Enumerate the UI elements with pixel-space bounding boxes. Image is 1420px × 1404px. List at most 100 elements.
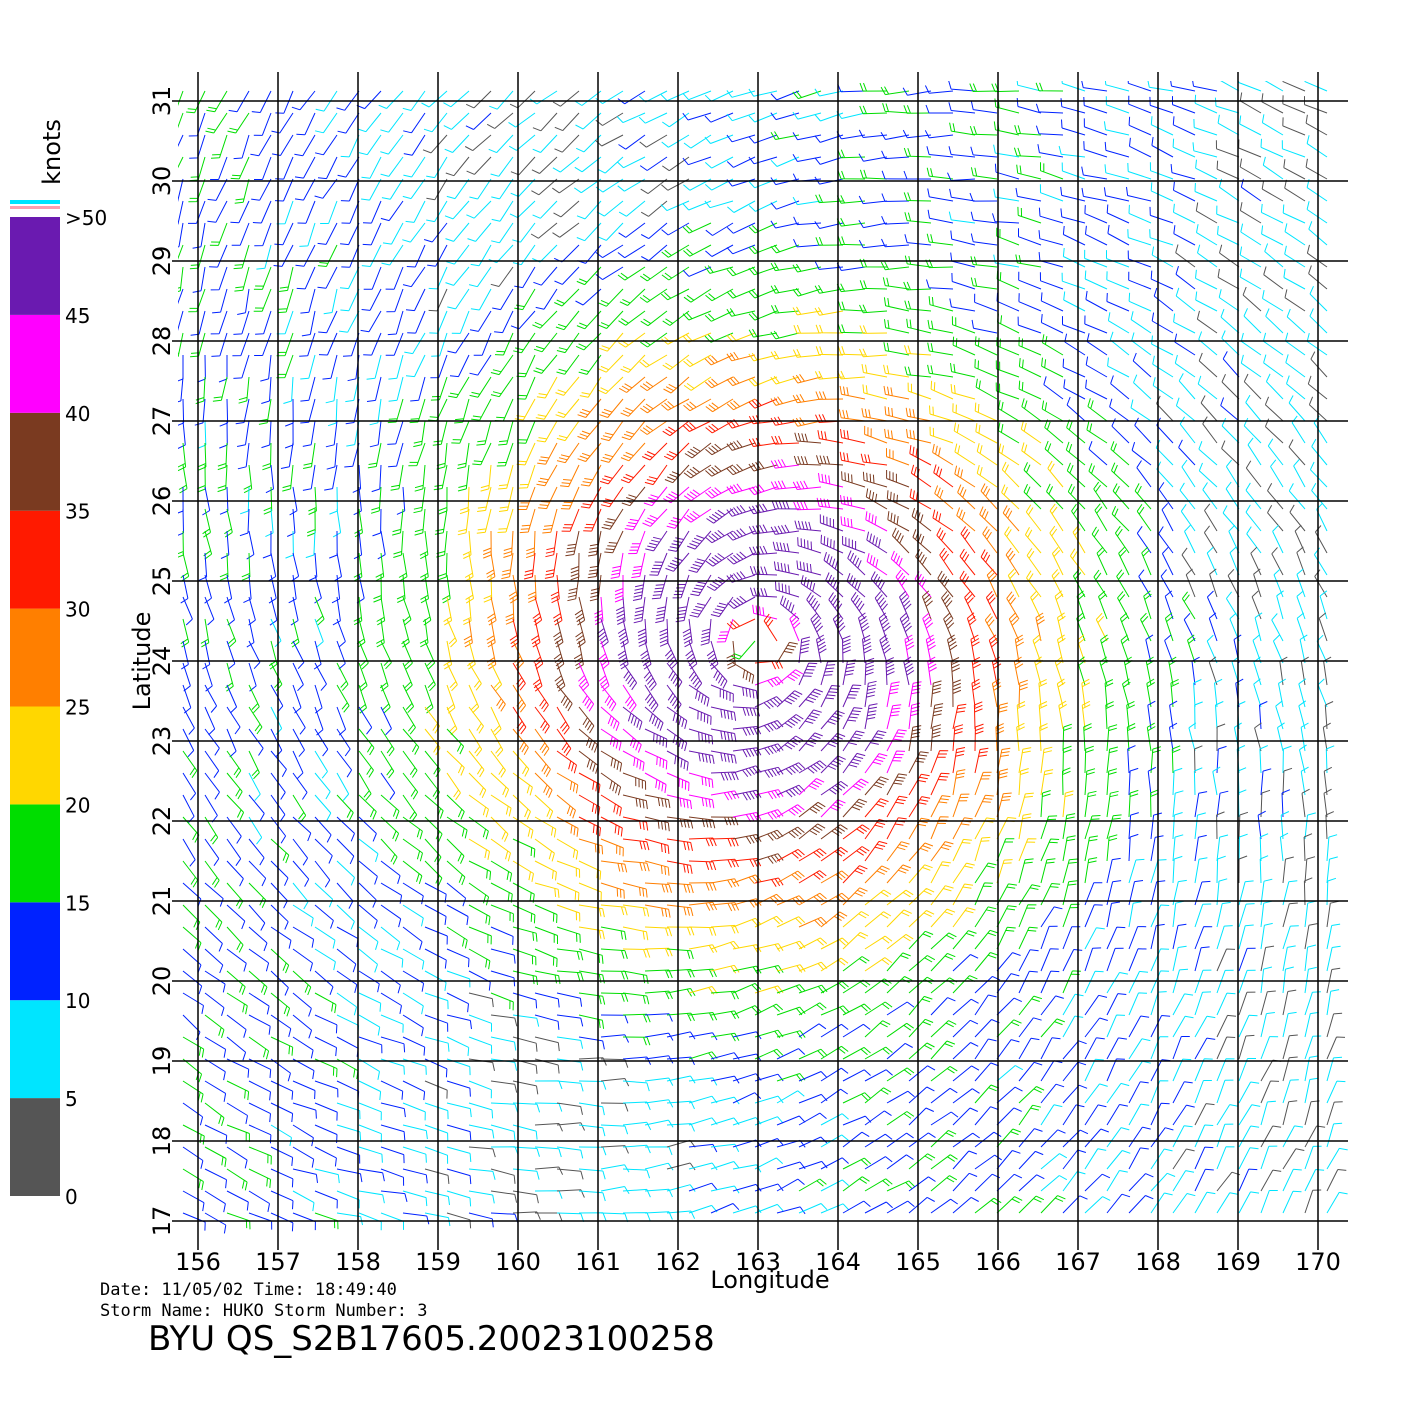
wind-barb bbox=[748, 310, 778, 321]
wind-barb bbox=[409, 398, 426, 424]
wind-barb bbox=[864, 753, 888, 774]
wind-barb bbox=[207, 200, 228, 223]
wind-barb bbox=[1273, 568, 1284, 598]
wind-barb bbox=[929, 426, 954, 444]
wind-barb bbox=[226, 1036, 247, 1061]
wind-barb bbox=[666, 684, 682, 712]
colorbar-tick-label: 10 bbox=[65, 989, 90, 1013]
wind-barb bbox=[1296, 568, 1306, 598]
wind-barb bbox=[599, 464, 624, 485]
wind-barb bbox=[908, 702, 921, 730]
wind-barb bbox=[864, 1069, 893, 1082]
wind-barb bbox=[951, 272, 976, 290]
wind-barb bbox=[1106, 926, 1126, 950]
wind-barb bbox=[600, 1078, 630, 1087]
wind-barb bbox=[380, 640, 392, 670]
wind-barb bbox=[473, 332, 492, 356]
wind-barb bbox=[667, 530, 690, 552]
wind-barb bbox=[407, 310, 426, 334]
wind-barb bbox=[555, 310, 580, 331]
wind-barb bbox=[1264, 396, 1284, 422]
wind-barb bbox=[402, 640, 413, 670]
x-tick-label: 168 bbox=[1135, 1248, 1181, 1276]
wind-barb bbox=[754, 1203, 784, 1214]
wind-barb bbox=[291, 552, 300, 582]
wind-barb bbox=[498, 420, 514, 446]
wind-barb bbox=[248, 1124, 272, 1144]
wind-barb bbox=[776, 641, 798, 664]
wind-barb bbox=[1304, 991, 1321, 1016]
wind-barb bbox=[666, 926, 695, 936]
wind-barb bbox=[273, 244, 294, 267]
wind-barb bbox=[490, 354, 514, 376]
wind-barb bbox=[1314, 525, 1328, 554]
wind-barb bbox=[666, 838, 693, 852]
colorbar-tick-label: 0 bbox=[65, 1185, 78, 1209]
wind-barb bbox=[1238, 991, 1256, 1016]
wind-barb bbox=[622, 684, 637, 713]
wind-barb bbox=[1149, 229, 1174, 246]
wind-barb bbox=[542, 508, 558, 534]
wind-barb bbox=[468, 926, 492, 945]
wind-barb bbox=[577, 420, 602, 440]
wind-barb bbox=[810, 612, 824, 642]
wind-barb bbox=[438, 552, 448, 581]
wind-barb bbox=[1040, 925, 1058, 950]
wind-barb bbox=[340, 178, 360, 202]
wind-barb bbox=[1018, 1128, 1043, 1148]
wind-barb bbox=[842, 752, 866, 774]
wind-barb bbox=[903, 656, 915, 686]
wind-barb bbox=[996, 1128, 1021, 1148]
wind-barb bbox=[1060, 186, 1086, 202]
wind-barb bbox=[178, 156, 184, 169]
wind-barb bbox=[1151, 136, 1174, 158]
wind-barb bbox=[1041, 334, 1064, 356]
wind-barb bbox=[483, 574, 493, 603]
wind-barb bbox=[204, 596, 215, 626]
wind-barb bbox=[956, 507, 976, 532]
wind-barb bbox=[1084, 745, 1094, 774]
wind-barb bbox=[445, 222, 470, 242]
wind-barb bbox=[1305, 158, 1328, 180]
wind-barb bbox=[823, 551, 844, 576]
wind-barb bbox=[1025, 504, 1042, 532]
wind-barb bbox=[419, 618, 429, 648]
wind-barb bbox=[577, 442, 602, 462]
wind-barb bbox=[1304, 1035, 1322, 1060]
wind-barb bbox=[248, 1168, 272, 1188]
wind-barb bbox=[1145, 634, 1154, 664]
wind-barb bbox=[858, 239, 888, 249]
wind-barb bbox=[248, 1146, 272, 1165]
wind-barb bbox=[556, 904, 581, 922]
wind-barb bbox=[465, 90, 492, 109]
wind-barb bbox=[447, 332, 470, 354]
wind-barb bbox=[886, 750, 906, 774]
wind-barb bbox=[688, 1095, 718, 1104]
wind-barb bbox=[1304, 1169, 1325, 1192]
wind-barb bbox=[361, 244, 382, 267]
wind-barb bbox=[490, 1036, 517, 1051]
wind-barb bbox=[749, 587, 778, 598]
wind-barb bbox=[710, 706, 737, 721]
wind-barb bbox=[1018, 380, 1042, 400]
wind-barb bbox=[975, 378, 998, 400]
wind-barb bbox=[1175, 265, 1196, 290]
wind-barb bbox=[272, 134, 294, 156]
wind-barb bbox=[908, 1132, 936, 1148]
wind-barb bbox=[318, 310, 338, 334]
x-axis-label: Longitude bbox=[710, 1266, 829, 1294]
wind-barb bbox=[776, 1090, 805, 1104]
wind-barb bbox=[282, 464, 294, 492]
wind-barb bbox=[382, 222, 404, 245]
wind-barb bbox=[644, 1077, 674, 1086]
wind-barb bbox=[490, 926, 514, 945]
wind-barb bbox=[859, 105, 888, 115]
wind-barb bbox=[290, 596, 299, 626]
wind-barb bbox=[204, 1190, 226, 1213]
wind-barb bbox=[930, 703, 944, 730]
wind-barb bbox=[535, 288, 558, 310]
wind-barb bbox=[601, 508, 624, 530]
wind-barb bbox=[1215, 140, 1240, 158]
wind-barb bbox=[798, 662, 818, 686]
wind-barb bbox=[314, 750, 328, 779]
